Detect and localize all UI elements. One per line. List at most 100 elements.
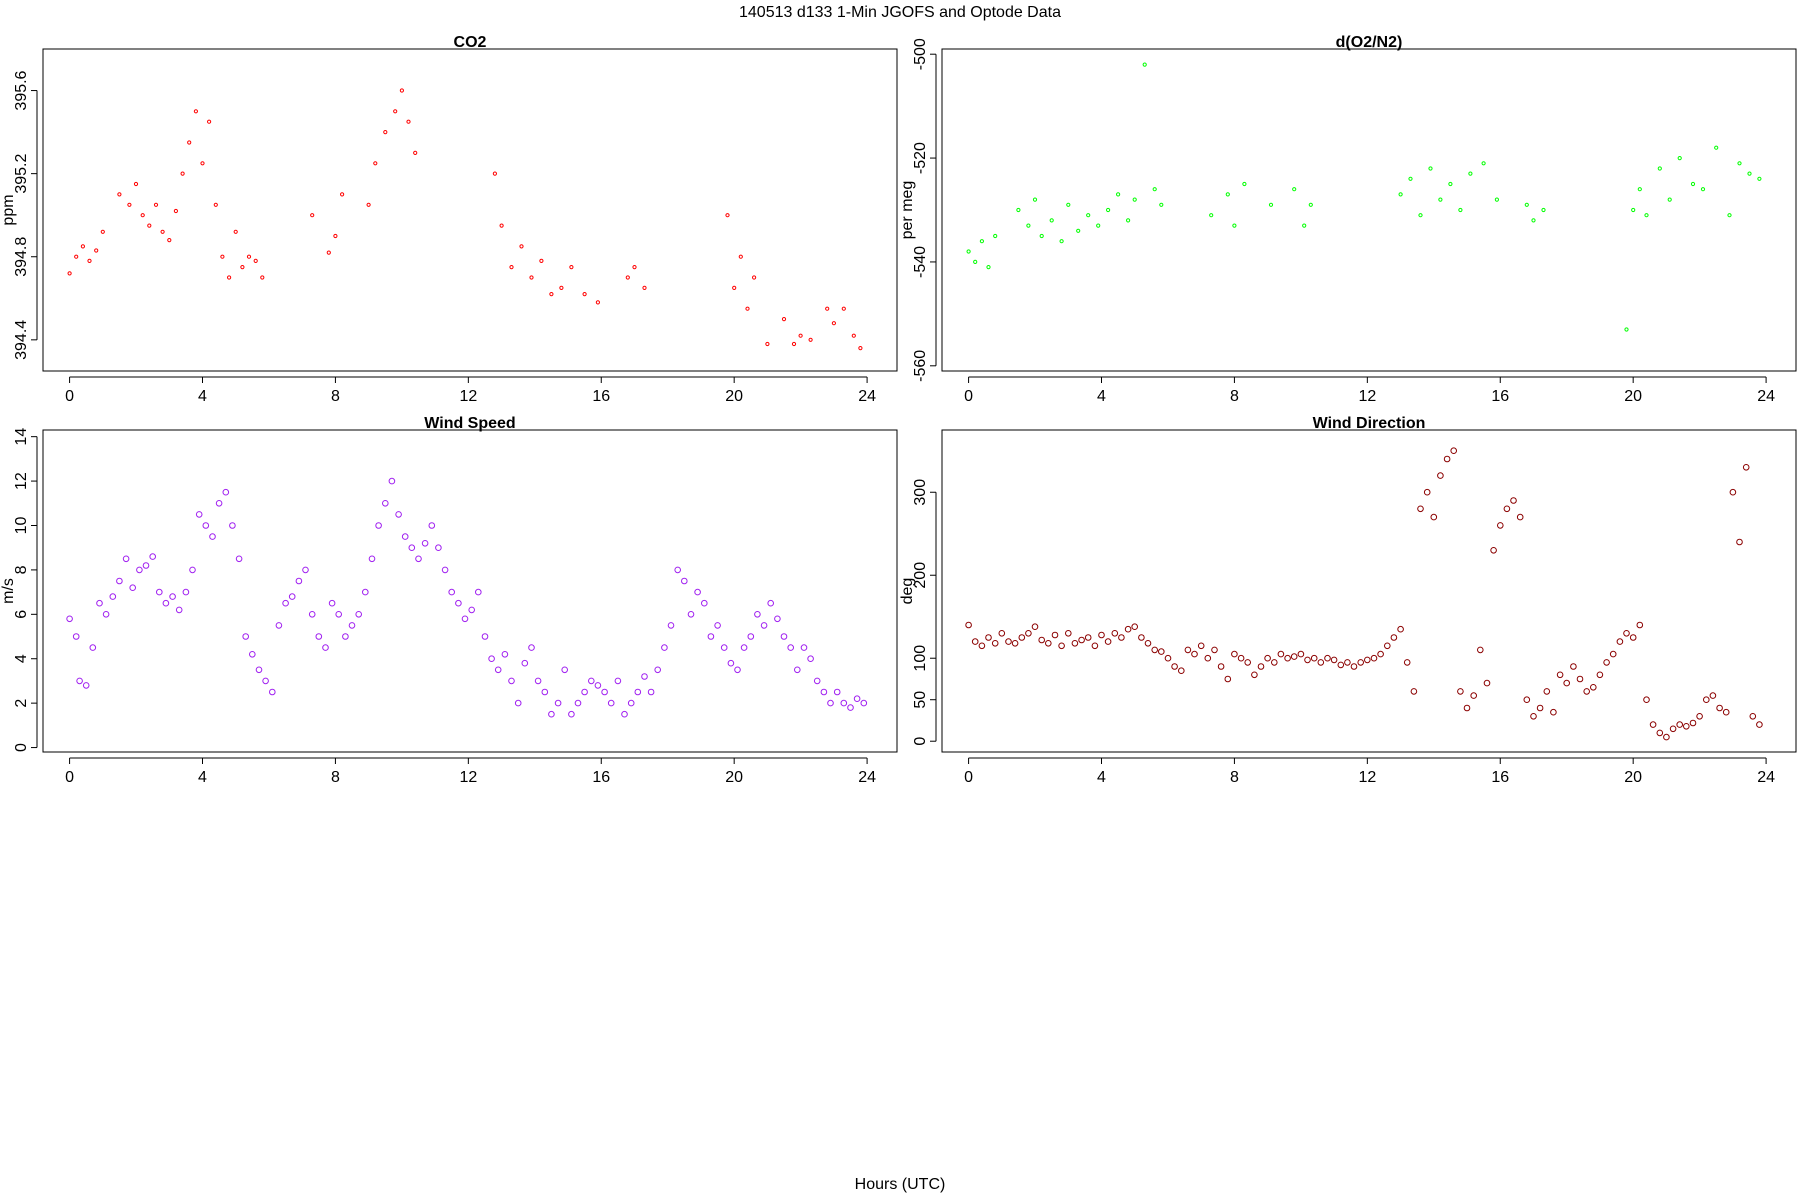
wind-direction-data-point [1304, 656, 1311, 664]
wind-direction-data-point [1457, 688, 1464, 695]
o2n2-data-point [1132, 197, 1137, 202]
wind-speed-data-point [262, 677, 269, 685]
wind-speed-data-point [554, 699, 562, 707]
wind-direction-data-point [1397, 625, 1404, 633]
co2-data-point [246, 254, 252, 259]
o2n2-data-point [1032, 197, 1038, 202]
wind-speed-y-tick-label: 10 [13, 516, 30, 534]
wind-speed-data-point [302, 566, 309, 574]
o2n2-x-tick-label: 0 [964, 388, 973, 405]
wind-direction-data-point [1683, 723, 1690, 730]
o2n2-panel-title: d(O2/N2) [1336, 34, 1403, 51]
co2-data-point [340, 192, 345, 197]
wind-speed-data-point [508, 677, 515, 685]
wind-direction-data-point [1583, 688, 1590, 695]
wind-speed-data-point [66, 615, 73, 623]
wind-speed-data-point [780, 633, 788, 640]
co2-data-point [625, 275, 630, 280]
wind-direction-data-point [1669, 725, 1677, 733]
co2-data-point [509, 265, 514, 270]
wind-speed-data-point [574, 699, 582, 707]
wind-speed-y-tick-label: 12 [13, 472, 30, 490]
o2n2-data-point [1438, 197, 1443, 202]
co2-data-point [227, 275, 232, 280]
wind-direction-data-point [1523, 696, 1531, 704]
o2n2-data-point [1458, 207, 1463, 213]
wind-speed-data-point [415, 555, 422, 563]
o2n2-data-point [1757, 176, 1762, 181]
wind-speed-data-point [288, 593, 296, 600]
o2n2-data-point [1714, 145, 1719, 150]
wind-direction-data-point [1570, 663, 1577, 670]
co2-data-point [383, 130, 388, 135]
wind-direction-data-point [1330, 656, 1338, 664]
wind-direction-data-point [1071, 640, 1079, 647]
co2-data-point [595, 300, 601, 305]
wind-speed-y-tick-label: 6 [13, 610, 30, 619]
wind-direction-data-point [1005, 638, 1012, 645]
wind-speed-data-point [461, 615, 469, 623]
co2-data-point [529, 275, 534, 280]
wind-speed-data-point [89, 644, 97, 651]
wind-direction-data-point [1656, 729, 1664, 737]
wind-direction-data-point [1025, 630, 1032, 637]
wind-speed-data-point [521, 659, 529, 667]
co2-x-tick-label: 16 [592, 388, 610, 405]
wind-speed-data-point [794, 666, 801, 674]
wind-direction-y-tick-label: 300 [912, 479, 929, 506]
o2n2-data-point [993, 233, 998, 239]
wind-direction-data-point [1104, 638, 1112, 645]
wind-direction-data-point [1556, 671, 1564, 679]
co2-data-point [87, 258, 92, 263]
wind-direction-data-point [1490, 547, 1497, 554]
o2n2-data-point [1059, 239, 1064, 244]
wind-direction-data-point [1224, 675, 1232, 683]
wind-direction-data-point [971, 638, 979, 645]
o2n2-data-point [1541, 207, 1546, 213]
wind-speed-data-point [102, 611, 110, 618]
wind-direction-data-point [1443, 455, 1451, 463]
co2-data-point [310, 213, 315, 218]
wind-speed-data-point [654, 666, 662, 674]
co2-data-point [732, 285, 737, 290]
co2-data-point [213, 202, 218, 207]
o2n2-data-point [1308, 202, 1313, 207]
wind-speed-y-tick-label: 0 [13, 743, 30, 752]
o2n2-data-point [1039, 233, 1044, 239]
wind-speed-data-point [222, 488, 230, 496]
wind-direction-data-point [991, 640, 999, 647]
wind-speed-data-point [601, 688, 608, 696]
co2-data-point [366, 202, 371, 207]
wind-direction-data-point [1384, 642, 1391, 650]
wind-direction-data-point [1390, 634, 1398, 641]
wind-speed-data-point [156, 588, 163, 596]
wind-speed-x-tick-label: 8 [331, 769, 340, 786]
wind-speed-x-tick-label: 20 [725, 769, 743, 786]
wind-speed-y-axis-label: m/s [0, 578, 17, 604]
co2-data-point [117, 192, 122, 197]
co2-data-point [167, 238, 172, 243]
wind-speed-data-point [116, 577, 123, 585]
wind-direction-data-point [1663, 733, 1670, 741]
wind-speed-data-point [175, 606, 183, 614]
co2-y-tick-label: 394.4 [13, 320, 30, 360]
co2-data-point [140, 213, 145, 218]
wind-speed-data-point [315, 633, 323, 640]
wind-speed-data-point [568, 710, 575, 718]
o2n2-plot-frame [941, 48, 1797, 372]
co2-data-point [549, 292, 554, 297]
wind-speed-data-point [494, 666, 502, 674]
wind-direction-data-point [1018, 634, 1026, 641]
wind-direction-data-point [1164, 654, 1172, 662]
wind-direction-data-point [1497, 522, 1504, 529]
wind-direction-plot-frame [941, 429, 1797, 753]
o2n2-data-point [1268, 202, 1274, 207]
wind-speed-data-point [767, 599, 775, 607]
co2-y-axis-label: ppm [0, 194, 17, 225]
wind-speed-data-point [435, 544, 442, 552]
wind-speed-data-point [847, 704, 854, 711]
wind-direction-x-tick-label: 12 [1358, 769, 1376, 786]
wind-direction-data-point [1736, 538, 1743, 546]
wind-speed-data-point [774, 615, 781, 623]
wind-direction-data-point [1603, 659, 1610, 666]
